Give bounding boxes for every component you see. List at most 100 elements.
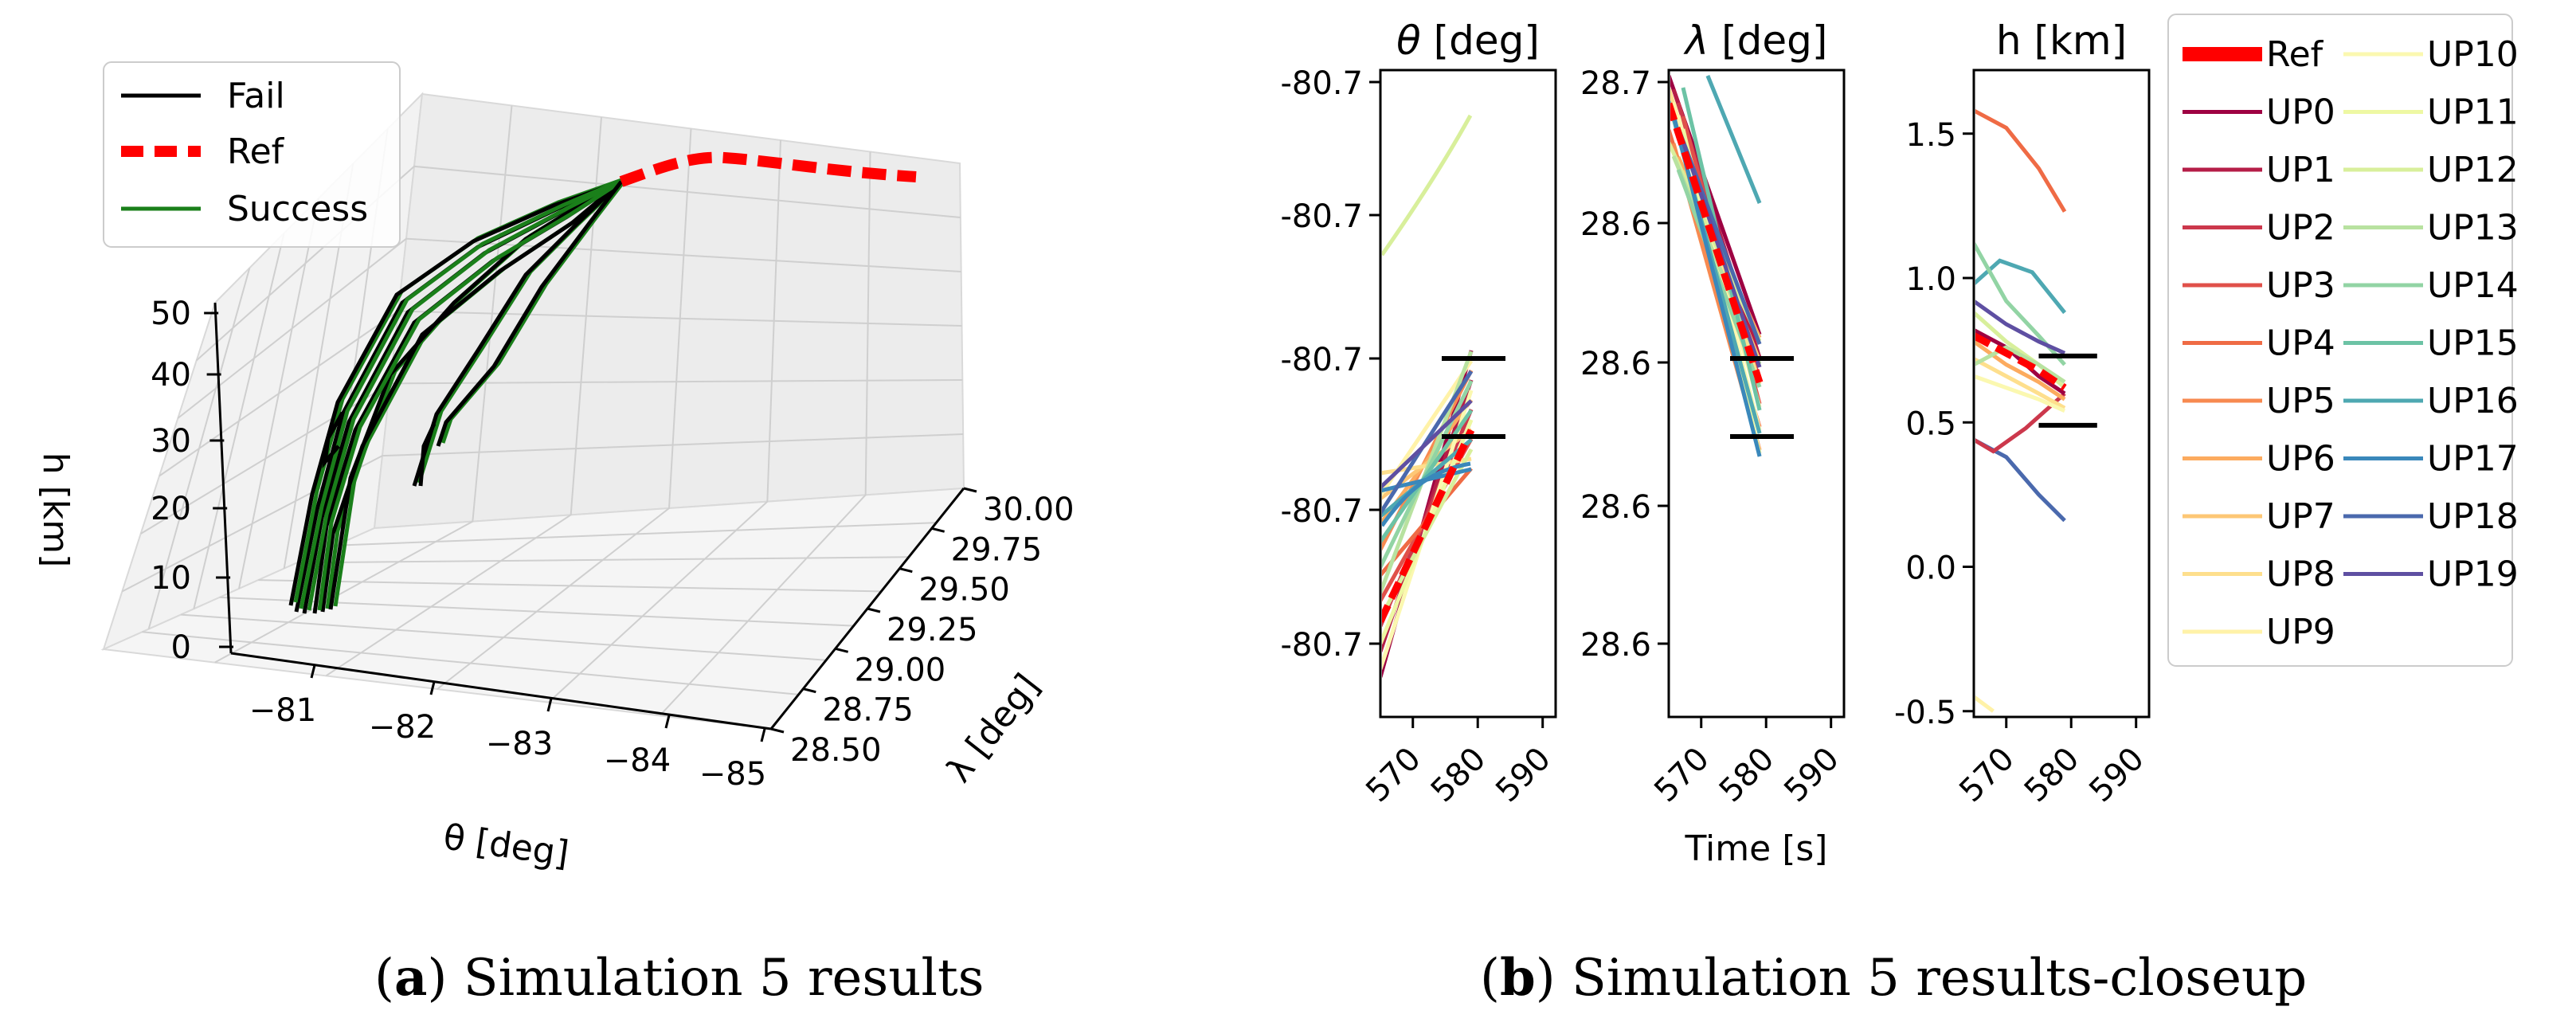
- legend-label-up15: UP15: [2427, 323, 2519, 364]
- legend-label-up14: UP14: [2427, 265, 2519, 306]
- subplot-theta-title-var: θ: [1396, 18, 1421, 64]
- lambda-lines: [1670, 75, 1764, 457]
- pane-back: [373, 92, 965, 530]
- y-tick-label: 29.50: [918, 572, 1010, 609]
- legend-label-up17: UP17: [2427, 439, 2519, 480]
- caption-a-text: Simulation 5 results: [463, 949, 985, 1008]
- h-line: [1975, 242, 2066, 366]
- y-tick-label: 1.0: [1905, 261, 1956, 298]
- x-tick: [664, 715, 671, 729]
- x-tick-label: 570: [1952, 741, 2022, 810]
- x-tick: [429, 681, 436, 695]
- legend-label-up10: UP10: [2427, 34, 2519, 75]
- h-line: [1975, 258, 2067, 315]
- lambda-line: [1671, 114, 1762, 457]
- caption-b-label: b: [1499, 948, 1536, 1008]
- subplot-lambda-title: λ [deg]: [1683, 18, 1828, 64]
- theta-line: [1382, 114, 1473, 257]
- y-tick-label: 28.50: [790, 732, 882, 769]
- legend-label-up16: UP16: [2427, 381, 2519, 421]
- grid-line: [659, 151, 871, 717]
- y-tick-label: 29.00: [855, 652, 946, 688]
- y-axis-label: λ [deg]: [938, 666, 1047, 789]
- legend-label-up2: UP2: [2266, 208, 2335, 249]
- z-tick-label: 50: [151, 296, 191, 332]
- x-tick-label: 580: [2018, 741, 2087, 810]
- z-tick-label: 20: [151, 491, 191, 527]
- grid-line: [325, 116, 602, 677]
- h-lines: [1975, 108, 2067, 713]
- grid-line: [181, 613, 827, 661]
- legend-label-up0: UP0: [2266, 92, 2335, 133]
- h-line: [1975, 345, 2066, 384]
- closeup-legend-box: [2167, 14, 2513, 667]
- legend-label-up18: UP18: [2427, 496, 2519, 537]
- caption-a: (a) Simulation 5 results: [374, 948, 985, 1008]
- legend-label-up13: UP13: [2427, 208, 2519, 249]
- fail-trajectory: [322, 411, 345, 469]
- success-trajectory: [307, 176, 628, 611]
- z-axis-line: [213, 302, 233, 654]
- x-tick-label: −85: [699, 756, 766, 793]
- caption-b: (b) Simulation 5 results-closeup: [1480, 948, 2308, 1008]
- legend-label-up3: UP3: [2266, 265, 2335, 306]
- y-tick: [931, 527, 945, 533]
- fail-trajectory: [418, 422, 437, 487]
- legend-label-up6: UP6: [2266, 439, 2335, 480]
- h-line: [1975, 695, 1995, 713]
- y-tick: [963, 487, 977, 493]
- success-trajectory: [317, 176, 628, 611]
- x-tick-label: 590: [1489, 741, 1558, 810]
- y-tick-label: 29.25: [887, 612, 978, 648]
- x-tick-label: 570: [1359, 741, 1428, 810]
- y-tick: [835, 647, 849, 653]
- x-tick: [546, 698, 553, 712]
- x-tick: [760, 728, 766, 742]
- legend-label-up7: UP7: [2266, 496, 2335, 537]
- legend-3d-box: [103, 61, 401, 248]
- success-trajectory: [299, 176, 627, 609]
- time-axis-label: Time [s]: [1685, 828, 1828, 869]
- grid-line: [142, 631, 799, 695]
- h-line: [1975, 357, 2066, 410]
- fail-trajectory: [436, 180, 623, 447]
- y-tick-label: -80.7: [1281, 342, 1364, 378]
- x-tick-label: 580: [1424, 741, 1494, 810]
- subplot-theta-title-unit: [deg]: [1421, 18, 1540, 64]
- fail-trajectory: [320, 180, 623, 613]
- grid-line: [296, 556, 909, 564]
- legend-label-up1: UP1: [2266, 150, 2335, 190]
- x-tick-label: −84: [604, 742, 671, 779]
- subplot-lambda-title-var: λ: [1683, 18, 1709, 64]
- y-tick-label: 28.75: [822, 692, 914, 729]
- y-tick-label: 28.6: [1580, 206, 1651, 243]
- legend-label-ref: Ref: [2266, 34, 2324, 75]
- y-tick-label: 29.75: [951, 531, 1043, 568]
- x-tick-label: 580: [1713, 741, 1782, 810]
- legend-3d: Fail Ref Success: [103, 61, 401, 248]
- y-tick: [802, 687, 816, 694]
- theta-ref-line: [1382, 429, 1475, 623]
- h-line: [1975, 108, 2067, 213]
- subplot-h-title: h [km]: [1996, 18, 2127, 64]
- legend-label-up11: UP11: [2427, 92, 2519, 133]
- legend-label-up8: UP8: [2266, 554, 2335, 595]
- h-line: [1975, 300, 2066, 355]
- ticks-closeup: -80.7-80.7-80.7-80.7-80.757058059028.728…: [1281, 65, 2151, 809]
- grid-line: [258, 579, 882, 593]
- x-tick-label: −83: [486, 726, 553, 762]
- h-ref-line: [1975, 332, 2067, 391]
- caption-a-label: a: [393, 948, 428, 1008]
- grid-line: [547, 139, 781, 703]
- h-line: [1975, 392, 2066, 454]
- x-axis-label: θ [deg]: [440, 817, 571, 875]
- closeup-legend: Ref UP0 UP1 UP2 UP3 UP4 UP5 UP6 UP7 UP8 UP9 UP10 UP1…: [2183, 34, 2519, 652]
- y-tick-label: -80.7: [1281, 627, 1364, 664]
- x-tick-label: −82: [369, 709, 436, 746]
- theta-line: [1382, 399, 1473, 489]
- y-tick: [867, 607, 881, 613]
- lambda-line: [1705, 75, 1762, 204]
- legend-label-up19: UP19: [2427, 554, 2519, 595]
